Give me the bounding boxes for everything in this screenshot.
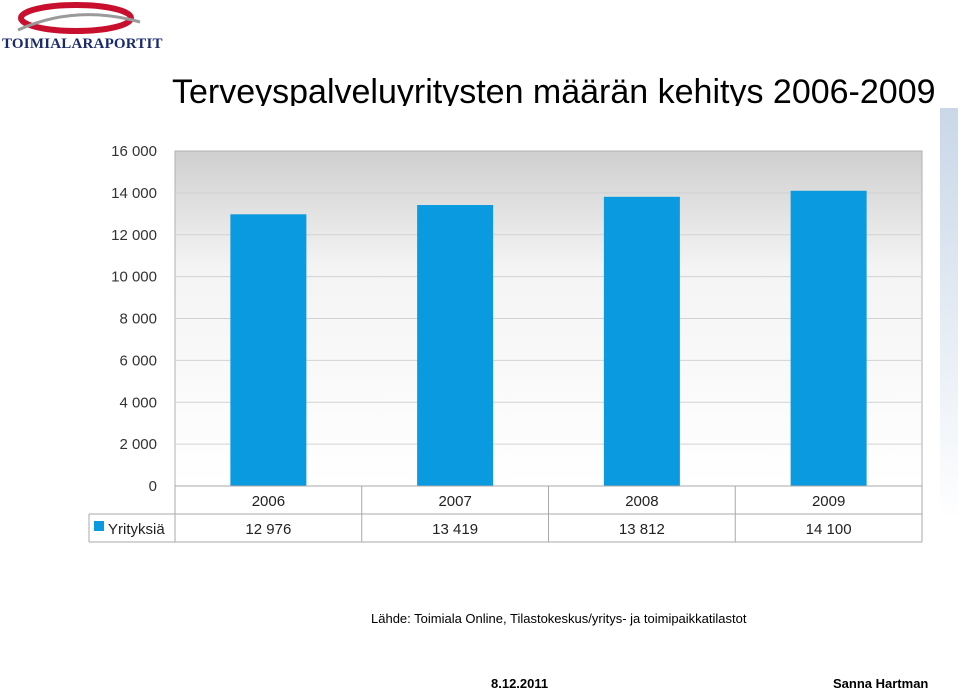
y-tick-label: 14 000: [111, 185, 157, 202]
x-category-label: 2008: [625, 493, 658, 510]
y-tick-label: 16 000: [111, 143, 157, 160]
footer-author: Sanna Hartman: [833, 676, 929, 691]
y-tick-label: 10 000: [111, 269, 157, 286]
y-tick-label: 6 000: [119, 352, 157, 369]
data-table-value: 14 100: [806, 521, 852, 538]
bar: [417, 205, 494, 487]
data-table-value: 13 419: [432, 521, 478, 538]
y-tick-label: 0: [149, 478, 157, 495]
logo-text: TOIMIALARAPORTIT: [2, 36, 163, 52]
logo-swoosh-icon: [17, 2, 141, 34]
x-category-label: 2007: [438, 493, 471, 510]
x-category-label: 2009: [812, 493, 845, 510]
page-title: Terveyspalveluyritysten määrän kehitys 2…: [172, 73, 936, 106]
logo: TOIMIALARAPORTIT: [0, 0, 163, 60]
y-tick-label: 12 000: [111, 227, 157, 244]
data-table-value: 13 812: [619, 521, 665, 538]
source-note: Lähde: Toimiala Online, Tilastokeskus/yr…: [371, 611, 747, 626]
legend-label: Yrityksiä: [108, 521, 165, 538]
y-tick-label: 8 000: [119, 311, 157, 328]
x-category-label: 2006: [252, 493, 285, 510]
data-table-value: 12 976: [245, 521, 291, 538]
footer-date: 8.12.2011: [491, 676, 549, 691]
y-tick-label: 4 000: [119, 394, 157, 411]
decorative-side-bar: [940, 108, 958, 520]
bar: [603, 196, 680, 486]
legend-swatch: [94, 521, 104, 531]
bar: [230, 214, 307, 486]
bar: [790, 190, 867, 486]
y-tick-label: 2 000: [119, 436, 157, 453]
